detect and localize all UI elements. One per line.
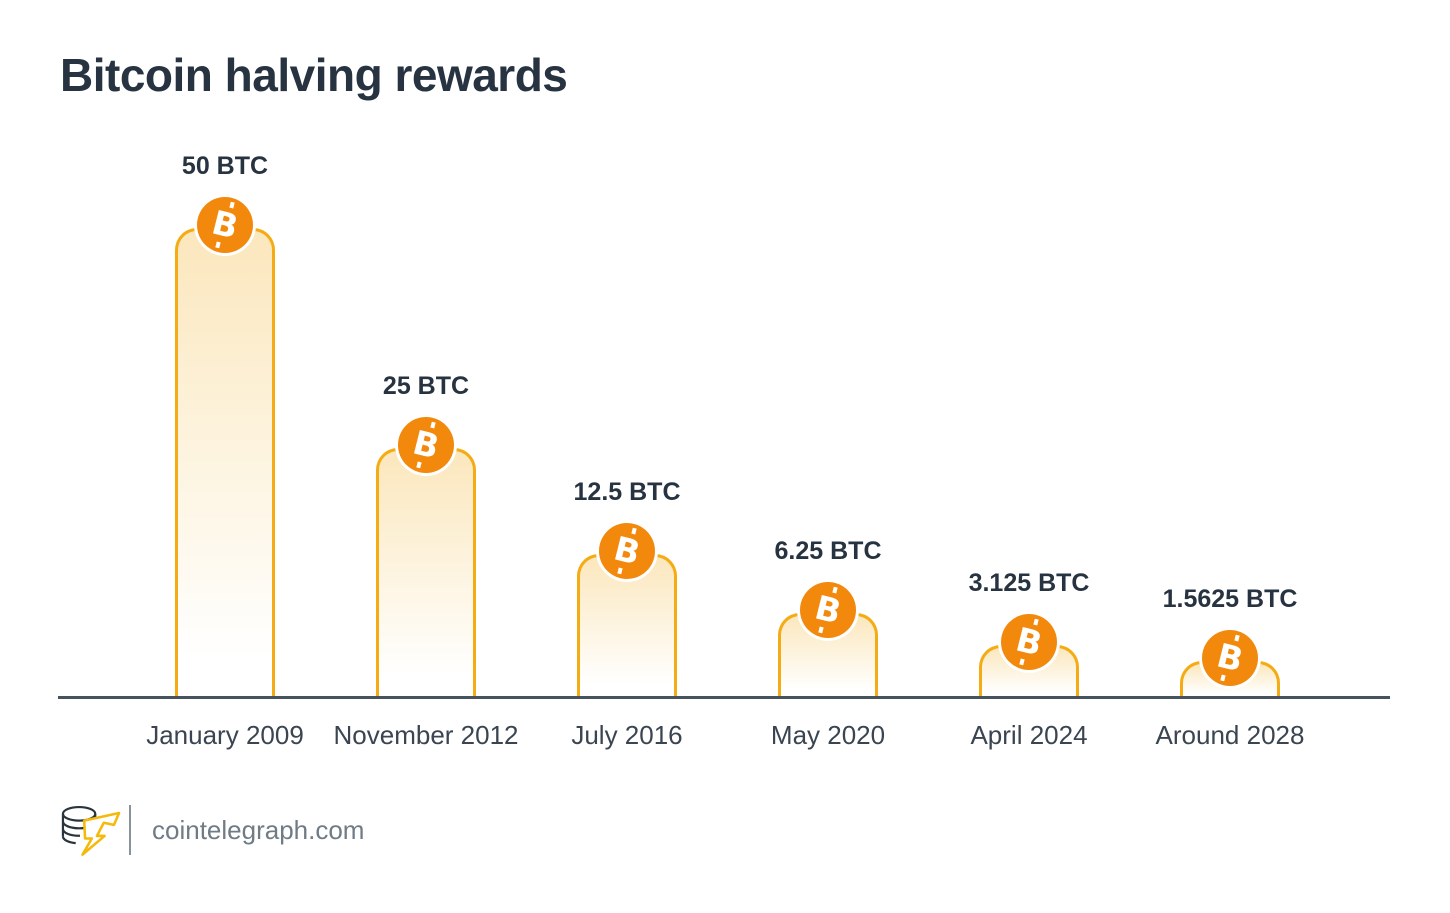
bitcoin-tick-bottom <box>1220 674 1226 682</box>
bar-rect <box>376 448 476 696</box>
bitcoin-coin-icon: B <box>1202 630 1258 686</box>
bar-value-label: 25 BTC <box>382 372 470 400</box>
bitcoin-tick-bottom <box>416 461 422 469</box>
bitcoin-b-glyph: B <box>409 422 444 467</box>
bitcoin-coin-icon: B <box>599 523 655 579</box>
x-axis-label: January 2009 <box>146 720 304 750</box>
bitcoin-coin-icon: B <box>398 417 454 473</box>
bar-value-label: 6.25 BTC <box>774 537 882 565</box>
bitcoin-tick-bottom <box>1019 658 1025 666</box>
x-axis-label: May 2020 <box>770 720 886 750</box>
footer-site-text: cointelegraph.com <box>152 814 365 845</box>
x-axis-label: July 2016 <box>571 720 683 750</box>
bitcoin-tick-bottom <box>215 241 221 249</box>
x-axis-label: April 2024 <box>970 720 1088 750</box>
x-axis-label: November 2012 <box>333 720 519 750</box>
bitcoin-b-glyph: B <box>811 587 846 632</box>
bar-column: 25 BTC B <box>376 371 476 696</box>
bar-value-label: 50 BTC <box>181 152 269 180</box>
bitcoin-b-glyph: B <box>208 202 243 247</box>
bar-rect <box>175 228 275 696</box>
bitcoin-tick-bottom <box>818 626 824 634</box>
bar-column: 50 BTC B <box>175 151 275 696</box>
bar-column: 6.25 BTC B <box>775 536 882 696</box>
bitcoin-b-glyph: B <box>1213 635 1248 680</box>
bitcoin-coin-icon: B <box>197 197 253 253</box>
footer-divider <box>129 805 131 855</box>
x-axis-line <box>58 696 1390 699</box>
footer: cointelegraph.com <box>57 800 364 860</box>
x-axis-label: Around 2028 <box>1155 720 1305 750</box>
bitcoin-tick-bottom <box>617 567 623 575</box>
bar-column: 12.5 BTC B <box>574 477 681 696</box>
bitcoin-coin-icon: B <box>1001 614 1057 670</box>
bar-column: 1.5625 BTC B <box>1163 584 1297 696</box>
page-title: Bitcoin halving rewards <box>60 49 568 101</box>
bitcoin-b-glyph: B <box>1012 619 1047 664</box>
bar-column: 3.125 BTC B <box>969 568 1089 696</box>
cointelegraph-logo-icon <box>61 805 121 856</box>
bar-value-label: 1.5625 BTC <box>1162 585 1298 613</box>
bitcoin-coin-icon: B <box>800 582 856 638</box>
bar-value-label: 3.125 BTC <box>968 569 1090 597</box>
bar-value-label: 12.5 BTC <box>573 478 681 506</box>
bitcoin-b-glyph: B <box>610 528 645 573</box>
